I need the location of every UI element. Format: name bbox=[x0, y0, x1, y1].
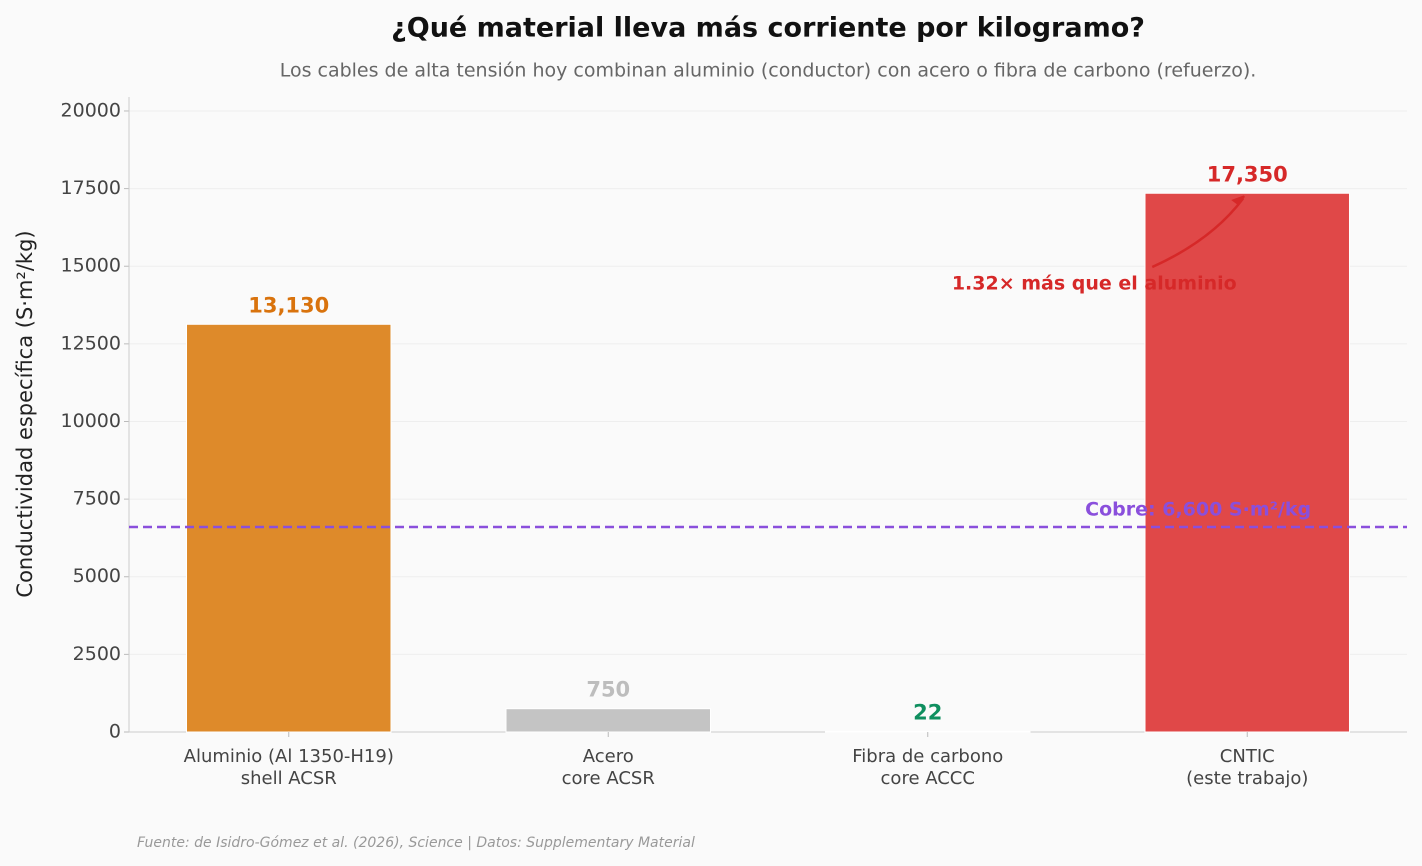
value-label: 13,130 bbox=[248, 293, 329, 317]
x-tick-label-line: (este trabajo) bbox=[1186, 768, 1308, 789]
x-tick-label-line: shell ACSR bbox=[241, 768, 337, 789]
value-label: 22 bbox=[913, 700, 942, 724]
x-tick-label: CNTIC (este trabajo) bbox=[1186, 746, 1308, 789]
x-tick-label-line: Fibra de carbono bbox=[852, 746, 1003, 767]
y-tick-label: 20000 bbox=[61, 99, 121, 121]
x-tick-label-line: Acero bbox=[583, 746, 634, 767]
y-tick-label: 0 bbox=[109, 721, 121, 743]
x-tick-label: Fibra de carbono core ACCC bbox=[852, 746, 1003, 789]
x-tick-label-line: CNTIC bbox=[1220, 746, 1275, 767]
x-tick-label-line: core ACCC bbox=[881, 768, 975, 789]
annotation-arrowhead bbox=[1231, 195, 1245, 205]
annotation-arrow bbox=[1151, 197, 1245, 269]
annotation: 1.32× más que el aluminio bbox=[952, 273, 1237, 295]
y-tick-label: 10000 bbox=[61, 410, 121, 432]
chart-title: ¿Qué material lleva más corriente por ki… bbox=[391, 13, 1145, 44]
value-label: 17,350 bbox=[1207, 162, 1288, 186]
bar bbox=[505, 708, 711, 733]
y-axis-label: Conductividad específica (S·m²/kg) bbox=[13, 230, 37, 597]
x-tick-label: Aluminio (Al 1350-H19) shell ACSR bbox=[184, 746, 394, 789]
y-tick-label: 7500 bbox=[73, 488, 121, 510]
y-tick-label: 2500 bbox=[73, 643, 121, 665]
y-tick-label: 12500 bbox=[61, 332, 121, 354]
y-tick-label: 5000 bbox=[73, 565, 121, 587]
x-tick-label-line: core ACSR bbox=[562, 768, 655, 789]
chart-subtitle: Los cables de alta tensión hoy combinan … bbox=[280, 60, 1257, 82]
reference-label: Cobre: 6,600 S·m²/kg bbox=[1085, 499, 1311, 521]
x-tick-label: Acero core ACSR bbox=[562, 746, 655, 789]
bar bbox=[825, 730, 1031, 733]
x-tick-label-line: Aluminio (Al 1350-H19) bbox=[184, 746, 394, 767]
source-note: Fuente: de Isidro-Gómez et al. (2026), S… bbox=[137, 835, 695, 851]
y-tick-label: 15000 bbox=[61, 255, 121, 277]
bar bbox=[1144, 192, 1350, 733]
value-label: 750 bbox=[586, 678, 630, 702]
y-tick-label: 17500 bbox=[61, 177, 121, 199]
